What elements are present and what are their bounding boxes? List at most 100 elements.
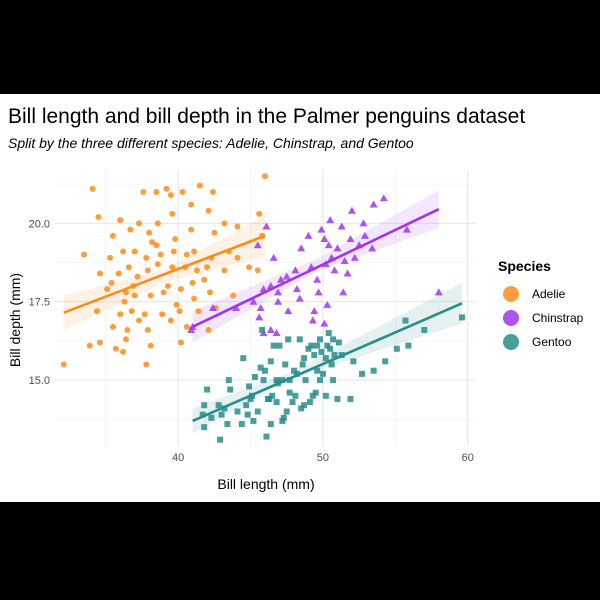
gentoo-point xyxy=(251,374,258,380)
chinstrap-point xyxy=(310,307,319,315)
chinstrap-legend-key xyxy=(503,310,519,326)
gentoo-point xyxy=(286,377,293,384)
adelie-point xyxy=(147,342,154,349)
gentoo-point xyxy=(276,342,283,349)
adelie-point xyxy=(115,270,122,277)
adelie-point xyxy=(254,267,261,274)
adelie-point xyxy=(179,188,186,195)
chinstrap-point xyxy=(256,304,265,311)
chinstrap-point xyxy=(187,325,196,333)
adelie-point xyxy=(60,361,67,368)
adelie-point xyxy=(160,289,167,296)
gentoo-point xyxy=(260,377,267,384)
gentoo-point xyxy=(201,424,208,431)
adelie-point xyxy=(205,326,212,333)
gentoo-point xyxy=(208,414,215,421)
gentoo-point xyxy=(319,370,326,377)
adelie-point xyxy=(125,264,132,271)
adelie-point xyxy=(183,323,190,330)
gentoo-point xyxy=(421,326,428,333)
adelie-point xyxy=(136,220,142,227)
gentoo-point xyxy=(244,411,251,418)
adelie-point xyxy=(163,185,170,192)
adelie-point xyxy=(178,339,184,346)
chinstrap-point xyxy=(347,206,356,214)
gentoo-point xyxy=(301,355,308,362)
gentoo-point xyxy=(301,402,308,409)
gentoo-point xyxy=(298,405,305,412)
gentoo-point xyxy=(234,408,241,415)
gentoo-point xyxy=(393,345,400,352)
x-tick-label: 40 xyxy=(172,452,184,464)
gentoo-point xyxy=(250,417,257,424)
gentoo-point xyxy=(243,402,250,409)
x-axis-ticks: 40 50 60 xyxy=(172,452,474,464)
adelie-point xyxy=(124,326,131,333)
chinstrap-point xyxy=(208,304,217,311)
adelie-point xyxy=(140,188,147,195)
adelie-point xyxy=(196,182,203,189)
adelie-point xyxy=(176,308,183,315)
gentoo-point xyxy=(257,364,264,371)
adelie-point xyxy=(189,279,196,286)
chinstrap-point xyxy=(359,219,368,227)
gentoo-point xyxy=(305,345,312,352)
gentoo-point xyxy=(247,395,254,402)
adelie-point xyxy=(122,336,129,343)
gentoo-point xyxy=(330,336,337,343)
gentoo-point xyxy=(350,358,357,365)
adelie-legend-label: Adelie xyxy=(532,287,566,301)
chinstrap-point xyxy=(297,244,306,252)
adelie-point xyxy=(95,214,102,221)
gentoo-point xyxy=(328,361,335,368)
adelie-point xyxy=(144,267,151,274)
adelie-trend-line xyxy=(63,234,266,314)
gentoo-point xyxy=(267,358,274,365)
adelie-point xyxy=(109,323,116,330)
gentoo-point xyxy=(280,414,287,421)
chinstrap-point xyxy=(368,244,377,252)
gentoo-point xyxy=(405,342,412,349)
chinstrap-point xyxy=(269,253,278,261)
gentoo-point xyxy=(263,433,270,440)
chinstrap-point xyxy=(333,244,342,252)
chinstrap-point xyxy=(291,266,300,274)
chart-subtitle: Split by the three different species: Ad… xyxy=(8,135,414,151)
chinstrap-point xyxy=(314,288,323,296)
adelie-point xyxy=(201,276,208,283)
gentoo-point xyxy=(282,361,289,368)
chinstrap-point xyxy=(346,235,355,242)
adelie-point xyxy=(173,301,180,308)
x-axis-label: Bill length (mm) xyxy=(217,476,314,492)
chinstrap-point xyxy=(434,288,443,296)
gentoo-trend-line xyxy=(192,302,463,423)
chart-panel: Bill length and bill depth in the Palmer… xyxy=(0,94,600,502)
gentoo-point xyxy=(266,395,273,402)
legend-title: Species xyxy=(498,258,551,274)
chinstrap-trend-line xyxy=(192,208,440,328)
adelie-confidence-band xyxy=(63,215,266,330)
adelie-point xyxy=(153,188,160,195)
chinstrap-point xyxy=(350,253,359,261)
gentoo-point xyxy=(204,386,211,393)
chinstrap-point xyxy=(276,275,285,283)
gentoo-point xyxy=(359,370,366,377)
adelie-point xyxy=(157,251,164,258)
adelie-point xyxy=(96,339,103,346)
adelie-point xyxy=(120,248,127,255)
trend-lines xyxy=(63,208,463,423)
gentoo-point xyxy=(308,342,315,349)
adelie-point xyxy=(104,286,111,293)
adelie-point xyxy=(89,185,96,192)
adelie-point xyxy=(154,220,161,227)
chinstrap-point xyxy=(320,235,329,242)
adelie-point xyxy=(147,292,154,299)
chinstrap-point xyxy=(330,266,339,274)
adelie-point xyxy=(183,251,190,258)
gentoo-legend-key xyxy=(503,334,519,350)
chinstrap-point xyxy=(317,225,326,233)
adelie-point xyxy=(221,220,228,227)
adelie-point xyxy=(96,270,103,277)
gentoo-point xyxy=(217,436,224,443)
adelie-point xyxy=(172,236,179,242)
